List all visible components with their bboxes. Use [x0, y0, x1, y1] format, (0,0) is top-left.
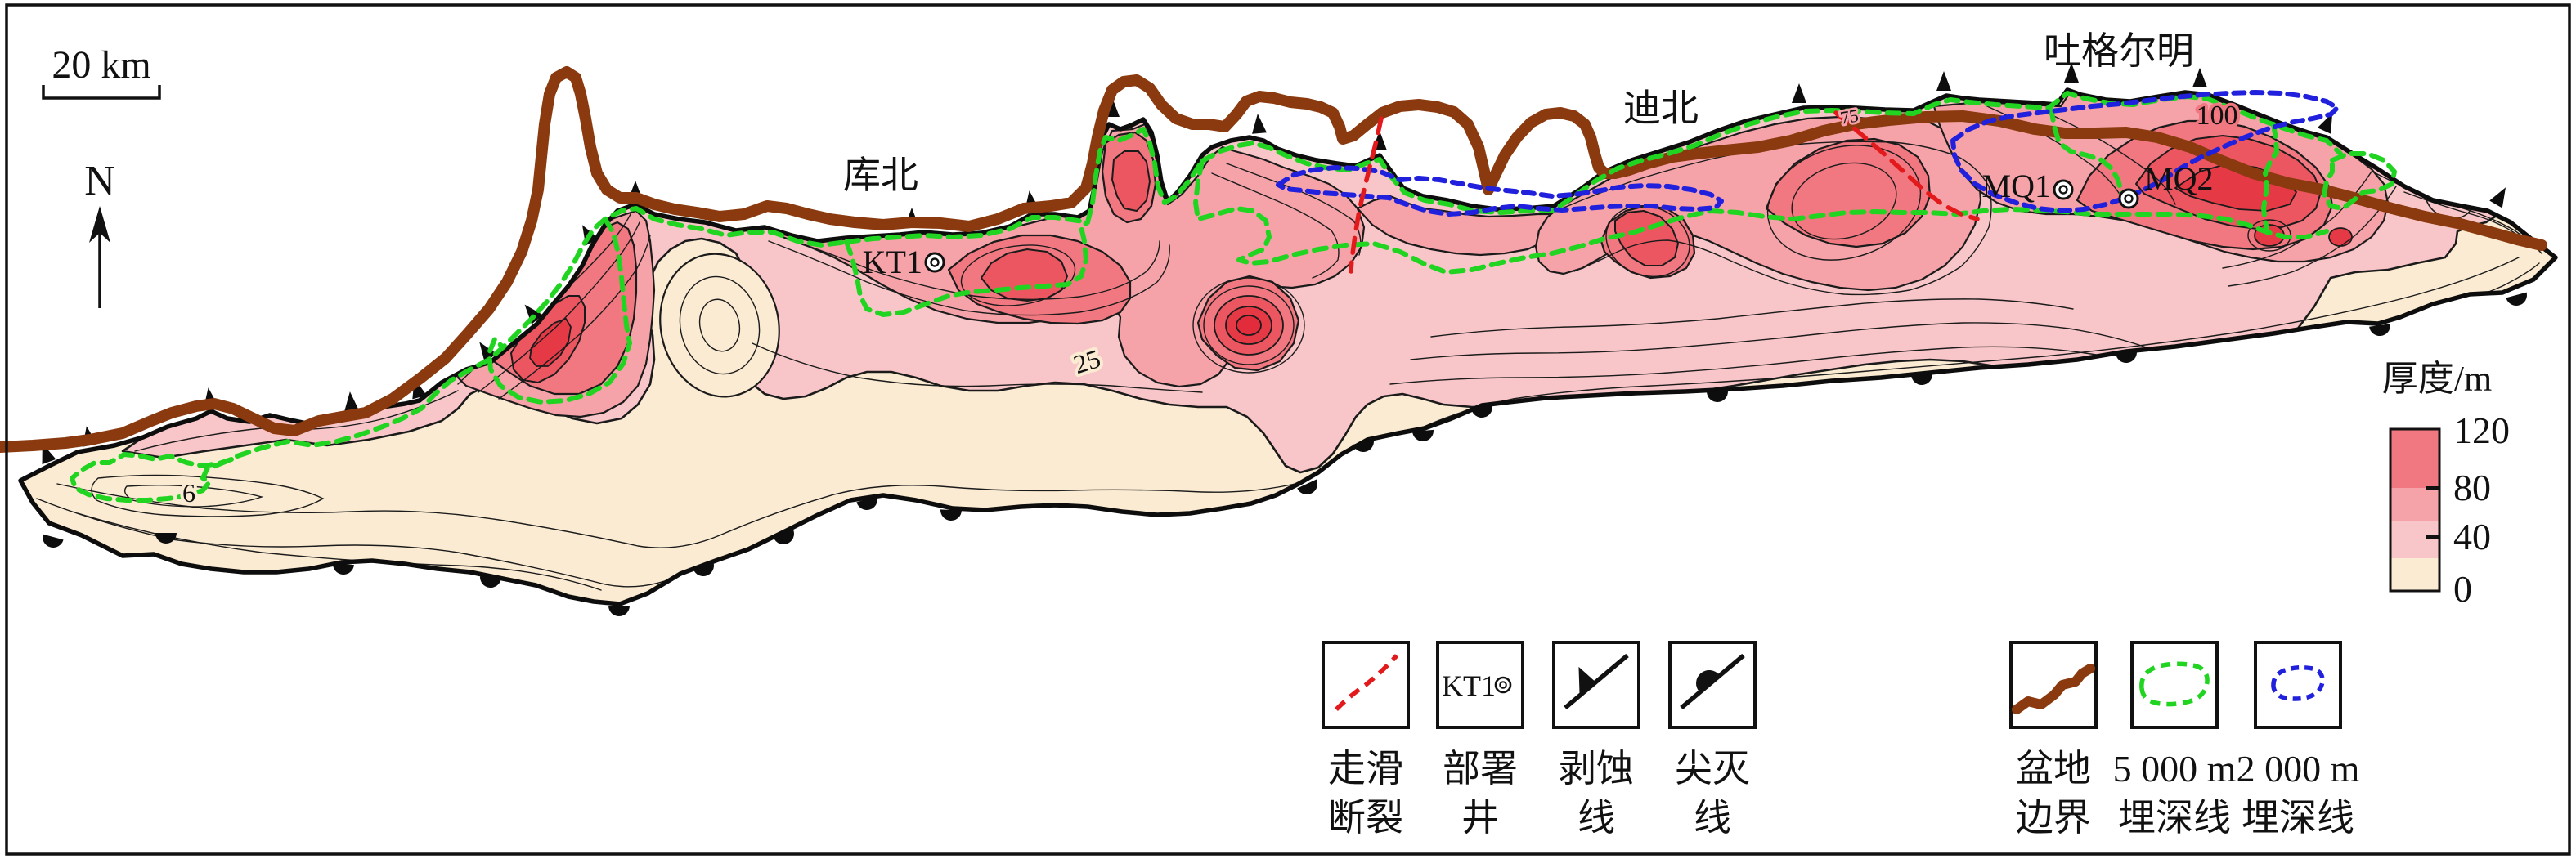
colorbar-seg-40 — [2390, 521, 2439, 558]
legend-item-erosion-line: 剥蚀 线 — [1552, 641, 1640, 839]
colorbar-tick-label-120: 120 — [2453, 409, 2510, 451]
strike-slip-faults — [1349, 110, 1980, 274]
well-mq1-label: MQ1 — [1982, 168, 2051, 204]
colorbar-seg-120 — [2390, 429, 2439, 488]
scale-bar-label: 20 km — [52, 43, 150, 87]
bullseye-rings — [1192, 219, 2291, 374]
north-label: N — [84, 158, 115, 204]
well-kt1: KT1 — [863, 244, 945, 280]
basin-boundary-line — [0, 66, 2547, 453]
colorbar-tick-label-40: 40 — [2453, 516, 2491, 557]
wells: KT1 MQ1 MQ2 — [863, 160, 2214, 280]
legend-label: 盆地 — [2016, 748, 2091, 790]
fault-west — [1349, 116, 1384, 274]
legend-label: 边界 — [2016, 797, 2091, 839]
legend-label: 剥蚀 — [1559, 748, 1634, 790]
region-labels: 库北 迪北 吐格尔明 — [843, 30, 2194, 196]
contour-label-6: 6 — [182, 478, 195, 508]
colorbar-tick-label-0: 0 — [2453, 568, 2472, 610]
legend-item-basin-boundary: 盆地 边界 — [2009, 641, 2098, 839]
legend-label: 部署 — [1443, 748, 1518, 790]
region-label-tugeerming: 吐格尔明 — [2044, 30, 2194, 72]
legend-label: 埋深线 — [2118, 797, 2231, 839]
scale-bar-bracket — [42, 85, 161, 100]
colorbar-tick-label-80: 80 — [2453, 467, 2491, 508]
well-mq2-label: MQ2 — [2144, 160, 2213, 197]
well-kt1-label: KT1 — [863, 244, 922, 280]
legend-item-strike-slip-fault: 走滑 断裂 — [1322, 641, 1410, 839]
legend-label: 走滑 — [1328, 748, 1403, 790]
legend-label: 井 — [1461, 797, 1499, 839]
contour-label-100: 100 — [2197, 101, 2238, 131]
figure-frame — [5, 3, 2571, 856]
colorbar: 厚度/m 120 80 40 0 — [2382, 359, 2510, 610]
region-label-kubei: 库北 — [843, 154, 918, 196]
colorbar-title: 厚度/m — [2382, 359, 2492, 399]
legend-label: 断裂 — [1328, 797, 1403, 839]
contour-label-75: 75 — [1838, 105, 1860, 128]
erosion-line-symbol-triangle — [1578, 666, 1596, 696]
region-label-dibei: 迪北 — [1623, 87, 1699, 129]
legend: 走滑 断裂 KT1 部署 井 剥蚀 线 尖灭 线 — [1322, 641, 2360, 839]
legend-label: 埋深线 — [2242, 797, 2354, 839]
basin-outline — [18, 87, 2558, 606]
legend-item-depth-2000m: 2 000 m 埋深线 — [2237, 641, 2360, 839]
legend-item-pinch-out-line: 尖灭 线 — [1668, 641, 1757, 839]
pinch-out-symbol-semicircle — [1696, 670, 1720, 692]
legend-label: 尖灭 — [1675, 748, 1750, 790]
pinch-out-ticks — [43, 292, 2527, 616]
legend-item-planned-well: KT1 部署 井 — [1436, 641, 1524, 839]
scale-bar: 20 km — [42, 43, 161, 100]
legend-label: 2 000 m — [2237, 748, 2360, 790]
depth-2000m-symbol — [2271, 664, 2325, 701]
colorbar-frame — [2389, 427, 2441, 593]
fault-east — [1833, 110, 1980, 221]
depth-2000m-line — [1276, 90, 2340, 217]
legend-label: 线 — [1577, 797, 1615, 839]
well-mq2: MQ2 — [2118, 160, 2213, 209]
north-arrow-head — [89, 206, 110, 243]
north-arrow: N — [84, 158, 115, 308]
legend-label: 线 — [1694, 797, 1731, 839]
strike-slip-fault-symbol — [1335, 654, 1399, 711]
colorbar-seg-0 — [2390, 558, 2439, 591]
planned-well-symbol-text: KT1 — [1442, 669, 1496, 702]
legend-label: 5 000 m — [2113, 748, 2237, 790]
well-mq1: MQ1 — [1982, 168, 2074, 204]
depth-5000m-symbol — [2139, 661, 2210, 707]
legend-item-depth-5000m: 5 000 m 埋深线 — [2113, 641, 2237, 839]
colorbar-seg-80 — [2390, 488, 2439, 521]
basin-boundary-symbol — [2012, 664, 2095, 714]
planned-well-symbol-icon-inner — [1499, 681, 1507, 689]
